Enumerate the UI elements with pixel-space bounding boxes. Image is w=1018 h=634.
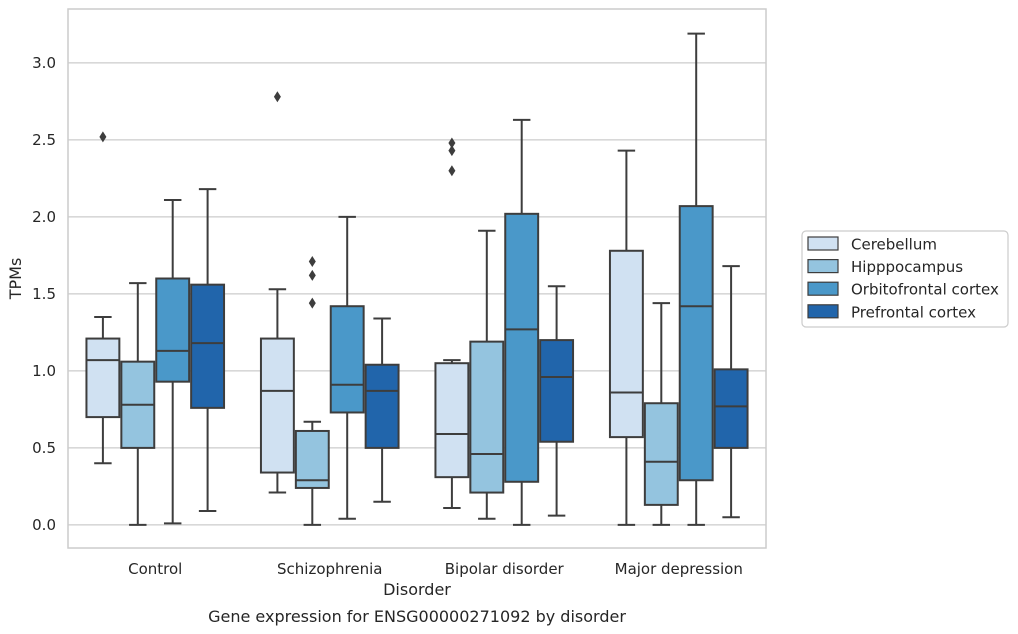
box [713,368,749,449]
legend-swatch [807,281,839,296]
box [469,340,505,494]
box-group [364,317,400,503]
y-tick-label: 1.5 [32,285,56,303]
box [539,339,575,443]
x-tick-label: Schizophrenia [277,560,382,578]
box [608,249,644,439]
box-group [608,149,644,526]
box [329,305,365,414]
x-tick-label: Major depression [615,560,743,578]
box-group [259,91,295,494]
outlier-marker [99,131,107,143]
box [643,402,679,506]
box-group [539,285,575,517]
box [678,205,714,482]
chart-caption: Gene expression for ENSG00000271092 by d… [208,607,626,626]
box [155,277,191,383]
x-axis-ticks: Control Schizophrenia Bipolar disorder Majo… [128,560,743,578]
y-tick-label: 0.0 [32,516,56,534]
y-tick-label: 1.0 [32,362,56,380]
legend-label: Orbitofrontal cortex [851,281,999,299]
box [190,283,226,409]
box-group [643,302,679,526]
box-group [469,229,505,520]
box-group [713,265,749,519]
outlier-marker [308,269,316,281]
y-tick-label: 0.5 [32,439,56,457]
y-tick-label: 2.0 [32,208,56,226]
box-group [294,256,330,526]
outlier-marker [448,137,456,149]
box-group [504,118,540,526]
box [504,212,540,483]
outlier-marker [448,145,456,157]
box [85,337,121,419]
legend-label: Cerebellum [851,236,937,254]
box-group [678,32,714,526]
legend-swatch [807,304,839,319]
box-group [434,137,470,509]
box [434,362,470,479]
legend-label: Prefrontal cortex [851,303,976,321]
box [259,337,295,474]
box [294,429,330,489]
legend-swatch [807,236,839,251]
box-group [85,131,121,465]
box-series [85,32,749,526]
y-tick-label: 3.0 [32,54,56,72]
y-axis-ticks: 0.0 0.5 1.0 1.5 2.0 2.5 3.0 [32,54,56,534]
legend-label: Hipppocampus [851,258,963,276]
legend: Cerebellum Hipppocampus Orbitofrontal cort… [801,230,1009,328]
legend-swatch [807,259,839,274]
box-group [190,188,226,513]
box-group [329,215,365,520]
plot-frame [67,8,767,549]
x-tick-label: Control [128,560,182,578]
box-group [120,282,156,526]
outlier-marker [308,297,316,309]
x-tick-label: Bipolar disorder [445,560,565,578]
y-axis-label: TPMs [6,258,25,301]
x-axis-label: Disorder [383,580,451,599]
outlier-marker [308,256,316,268]
outlier-marker [273,91,281,103]
box-group [155,198,191,525]
y-tick-label: 2.5 [32,131,56,149]
legend-frame [801,230,1009,328]
outlier-marker [448,165,456,177]
box [364,363,400,449]
